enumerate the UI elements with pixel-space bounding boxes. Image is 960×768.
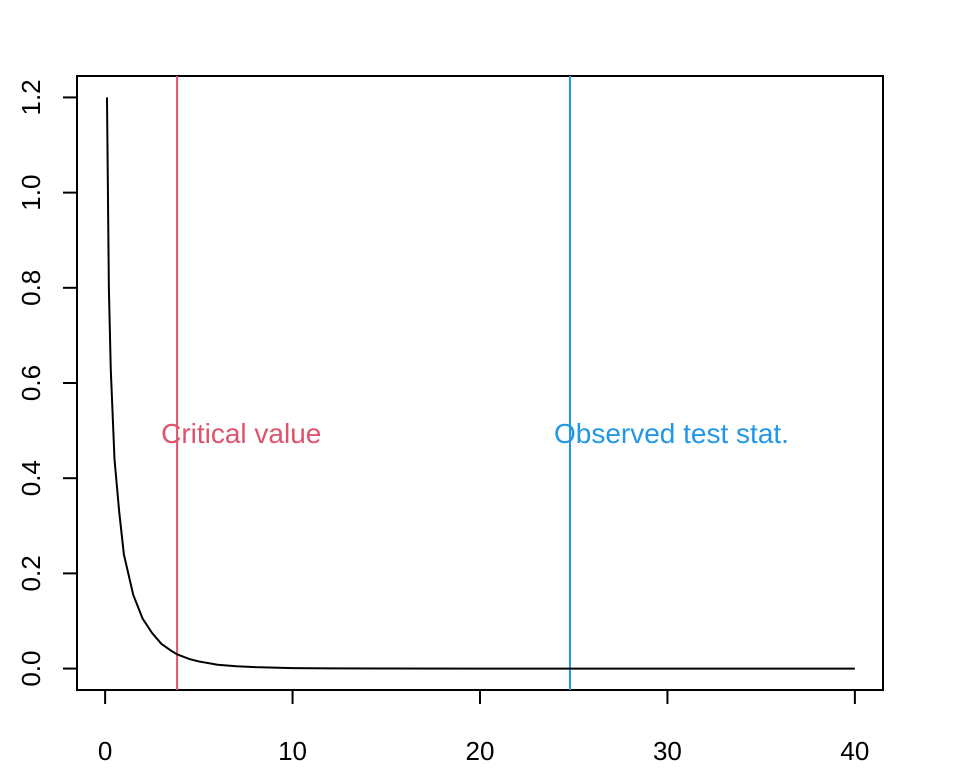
x-tick-label: 0 [98, 736, 112, 766]
series-line [105, 97, 855, 670]
x-tick-label: 40 [840, 736, 869, 766]
y-tick-label: 1.2 [16, 79, 46, 115]
series-group [105, 97, 855, 670]
reference-lines [176, 76, 571, 690]
y-axis: 0.0 0.2 0.4 0.6 0.8 1.0 1.2 [16, 79, 78, 687]
y-tick-label: 0.0 [16, 651, 46, 687]
x-tick-label: 20 [466, 736, 495, 766]
x-tick-label: 10 [278, 736, 307, 766]
plot-frame [76, 75, 884, 691]
y-tick-label: 0.8 [16, 270, 46, 306]
annotations: Critical value Observed test stat. [161, 418, 789, 449]
vline-label: Critical value [161, 418, 321, 449]
vline-label: Observed test stat. [554, 418, 789, 449]
x-axis: 0 10 20 30 40 [98, 689, 869, 766]
y-tick-label: 0.4 [16, 460, 46, 496]
y-tick-label: 0.6 [16, 365, 46, 401]
y-tick-label: 0.2 [16, 555, 46, 591]
y-tick-label: 1.0 [16, 175, 46, 211]
x-tick-label: 30 [653, 736, 682, 766]
